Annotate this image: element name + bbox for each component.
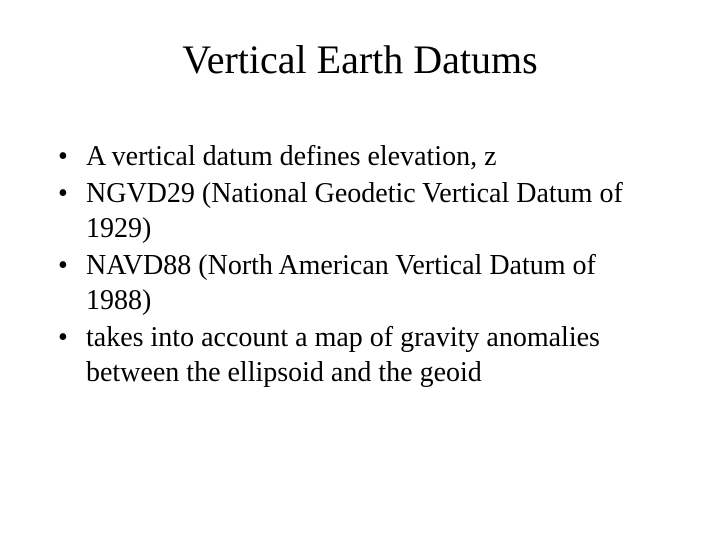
list-item: A vertical datum defines elevation, z: [54, 139, 666, 174]
list-item: NGVD29 (National Geodetic Vertical Datum…: [54, 176, 666, 246]
list-item: NAVD88 (North American Vertical Datum of…: [54, 248, 666, 318]
list-item: takes into account a map of gravity anom…: [54, 320, 666, 390]
bullet-list: A vertical datum defines elevation, z NG…: [54, 139, 666, 390]
slide-title: Vertical Earth Datums: [54, 36, 666, 83]
